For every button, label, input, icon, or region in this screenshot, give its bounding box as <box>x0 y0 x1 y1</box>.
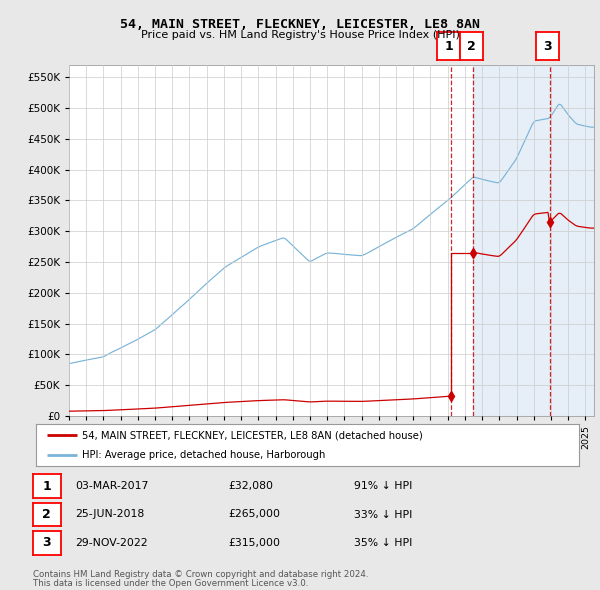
Text: 29-NOV-2022: 29-NOV-2022 <box>75 538 148 548</box>
Text: 2: 2 <box>43 508 51 521</box>
Text: HPI: Average price, detached house, Harborough: HPI: Average price, detached house, Harb… <box>82 450 326 460</box>
Text: 3: 3 <box>43 536 51 549</box>
Text: 3: 3 <box>544 40 552 53</box>
Text: 03-MAR-2017: 03-MAR-2017 <box>75 481 148 491</box>
Text: £315,000: £315,000 <box>228 538 280 548</box>
Text: 91% ↓ HPI: 91% ↓ HPI <box>354 481 412 491</box>
Text: 1: 1 <box>43 480 51 493</box>
Text: 54, MAIN STREET, FLECKNEY, LEICESTER, LE8 8AN (detached house): 54, MAIN STREET, FLECKNEY, LEICESTER, LE… <box>82 430 423 440</box>
Text: 1: 1 <box>445 40 453 53</box>
Text: 2: 2 <box>467 40 476 53</box>
Text: Contains HM Land Registry data © Crown copyright and database right 2024.: Contains HM Land Registry data © Crown c… <box>33 570 368 579</box>
Text: £265,000: £265,000 <box>228 510 280 519</box>
Text: 33% ↓ HPI: 33% ↓ HPI <box>354 510 412 519</box>
Text: 54, MAIN STREET, FLECKNEY, LEICESTER, LE8 8AN: 54, MAIN STREET, FLECKNEY, LEICESTER, LE… <box>120 18 480 31</box>
Text: 35% ↓ HPI: 35% ↓ HPI <box>354 538 412 548</box>
Text: This data is licensed under the Open Government Licence v3.0.: This data is licensed under the Open Gov… <box>33 579 308 588</box>
Text: £32,080: £32,080 <box>228 481 273 491</box>
Text: 25-JUN-2018: 25-JUN-2018 <box>75 510 144 519</box>
Text: Price paid vs. HM Land Registry's House Price Index (HPI): Price paid vs. HM Land Registry's House … <box>140 30 460 40</box>
